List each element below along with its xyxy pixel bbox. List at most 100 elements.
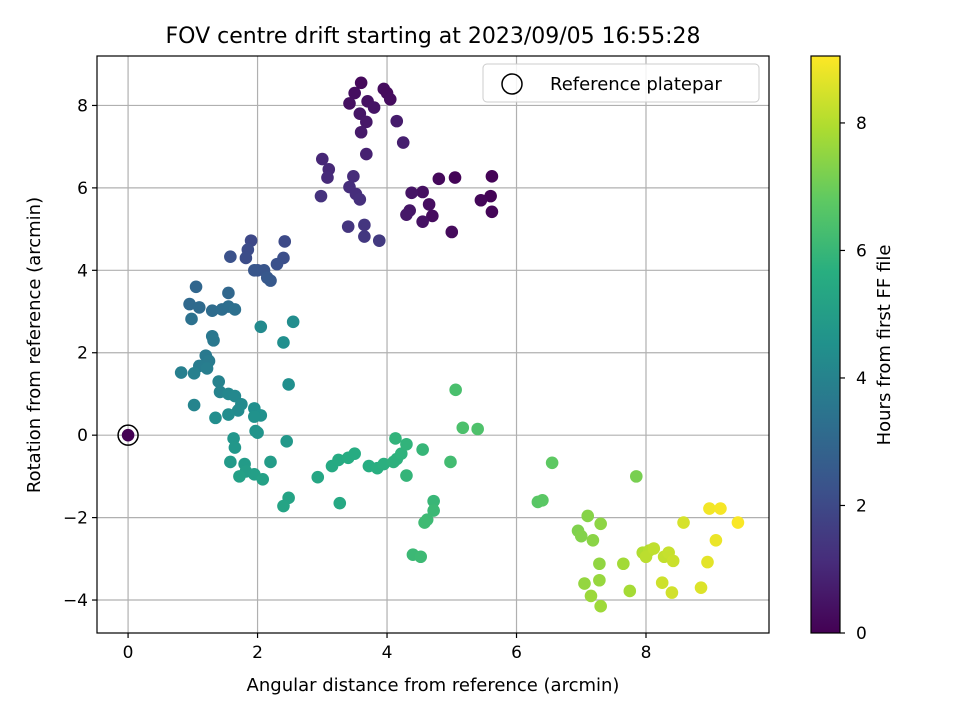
data-point: [248, 264, 261, 277]
data-point: [187, 367, 201, 380]
colorbar-tick-label: 2: [856, 496, 867, 516]
legend: Reference platepar: [482, 63, 760, 103]
data-point: [228, 303, 242, 316]
colorbar-gradient: [810, 55, 841, 634]
data-point: [396, 136, 410, 149]
data-point: [456, 421, 470, 435]
data-point: [449, 383, 462, 397]
data-point: [185, 312, 198, 326]
data-point: [264, 274, 277, 287]
scatter-points: [174, 76, 745, 613]
data-point: [594, 517, 607, 531]
data-point: [367, 101, 381, 114]
data-point: [731, 516, 745, 529]
data-point: [321, 171, 334, 184]
x-tick-label: 4: [382, 643, 393, 663]
colorbar-tick-label: 8: [856, 114, 867, 134]
data-point: [427, 494, 440, 508]
x-tick-label: 0: [123, 643, 134, 663]
data-point: [432, 172, 446, 186]
data-point: [277, 499, 290, 513]
data-point: [394, 447, 408, 461]
data-point: [377, 457, 391, 471]
data-point: [426, 209, 439, 223]
data-point: [416, 185, 429, 199]
x-tick-label: 6: [511, 643, 522, 663]
data-point: [248, 410, 261, 423]
data-point: [427, 504, 440, 517]
data-point: [400, 469, 413, 482]
data-point: [594, 599, 607, 613]
colorbar-tick-label: 6: [856, 241, 867, 261]
data-point: [207, 334, 220, 347]
data-point: [484, 189, 497, 203]
data-point: [224, 250, 237, 264]
x-tick-label: 2: [252, 643, 263, 663]
legend-reference-marker: [501, 73, 523, 95]
data-point: [414, 550, 427, 564]
data-point: [400, 208, 413, 221]
data-point: [471, 422, 484, 436]
data-point: [629, 470, 643, 483]
data-point: [586, 533, 600, 547]
data-point: [545, 456, 559, 470]
data-point: [665, 586, 679, 599]
data-point: [701, 555, 714, 569]
data-point: [200, 362, 214, 375]
data-point: [593, 573, 606, 587]
colorbar-ticks: 0 2 4 6 8: [840, 114, 867, 644]
data-point: [418, 516, 431, 529]
y-tick-label: 0: [77, 426, 88, 446]
colorbar-tick-label: 0: [856, 624, 867, 644]
data-point: [228, 441, 242, 454]
data-point: [623, 584, 637, 598]
data-point: [187, 398, 201, 412]
reference-point-marker: [117, 424, 139, 446]
data-point: [212, 375, 226, 388]
data-point: [183, 297, 196, 311]
data-point: [314, 189, 328, 203]
data-point: [360, 115, 373, 129]
data-point: [192, 301, 206, 314]
data-point: [581, 509, 595, 523]
data-point: [286, 315, 300, 329]
data-point: [444, 455, 457, 469]
data-point: [694, 581, 708, 594]
data-point: [348, 447, 361, 461]
data-point: [677, 516, 690, 529]
y-tick-label: 6: [77, 179, 88, 199]
data-point: [277, 336, 290, 349]
data-point: [639, 550, 653, 564]
data-point: [358, 230, 371, 243]
data-point: [405, 186, 418, 200]
colorbar-tick-label: 4: [856, 369, 867, 389]
data-point: [474, 193, 488, 207]
data-point: [332, 453, 345, 467]
data-point: [416, 443, 429, 456]
data-point: [254, 320, 268, 334]
data-point: [311, 470, 325, 484]
data-point: [264, 455, 277, 469]
data-point: [445, 225, 459, 239]
data-point: [416, 215, 429, 228]
data-point: [280, 435, 293, 448]
y-tick-label: −4: [63, 591, 88, 611]
data-point: [709, 533, 723, 547]
data-point: [282, 378, 295, 391]
data-point: [353, 193, 367, 206]
data-point: [593, 557, 606, 571]
x-axis-ticks: 0 2 4 6 8: [123, 633, 652, 663]
data-point: [224, 455, 237, 469]
data-point: [422, 198, 436, 211]
data-point: [209, 411, 222, 425]
data-point: [578, 577, 591, 590]
data-point: [270, 257, 284, 271]
legend-box: [482, 63, 760, 103]
data-point: [390, 114, 404, 128]
x-axis-label: Angular distance from reference (arcmin): [247, 675, 620, 696]
data-point: [174, 366, 188, 379]
x-tick-label: 8: [641, 643, 652, 663]
data-point: [666, 554, 680, 568]
y-tick-label: 8: [77, 96, 88, 116]
data-point: [360, 147, 373, 161]
